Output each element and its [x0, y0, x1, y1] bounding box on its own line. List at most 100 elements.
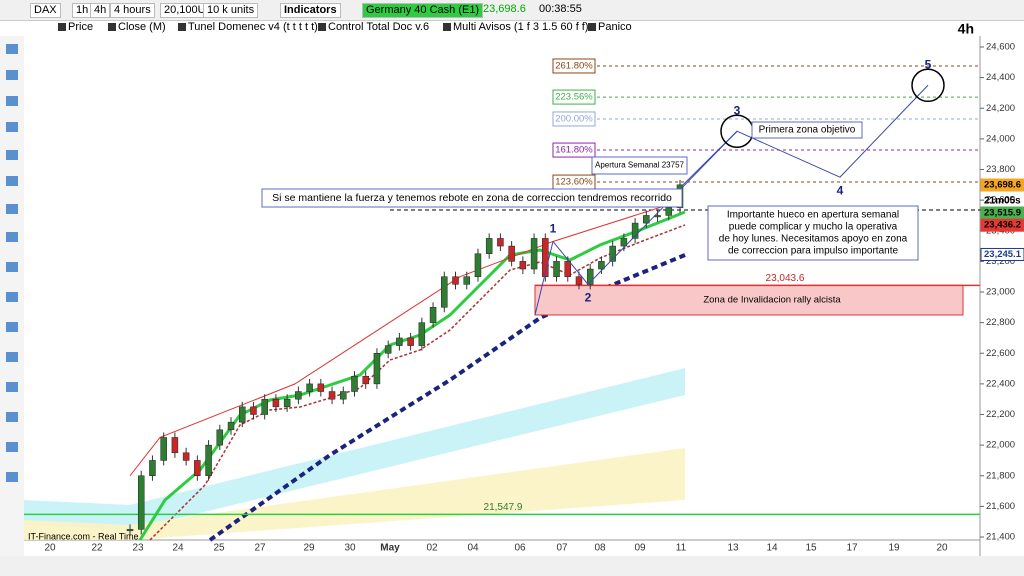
source: IT-Finance.com - Real Time — [28, 531, 139, 541]
candle — [384, 345, 392, 354]
fib-label: 200.00% — [555, 113, 593, 124]
warning-box — [707, 205, 919, 261]
support-label: 21,547.9 — [484, 502, 523, 513]
candle — [238, 406, 246, 423]
x-tick-label: 24 — [172, 543, 184, 554]
fib-label: 223.56% — [555, 92, 593, 103]
candle — [283, 398, 291, 408]
x-tick-label: 14 — [766, 543, 778, 554]
x-tick-label: 29 — [303, 543, 315, 554]
cloud-cyan — [24, 368, 685, 530]
wave-label: 2 — [585, 291, 592, 305]
legend-item[interactable]: Panico — [586, 21, 632, 33]
tool-column — [0, 36, 24, 556]
candle — [351, 375, 358, 392]
quantity[interactable]: 20,100U — [160, 3, 210, 18]
candle — [373, 353, 381, 385]
legend-bar: Price Close (M) Tunel Domenec v4 (t t t … — [26, 21, 976, 35]
candle — [497, 238, 504, 247]
candle — [396, 337, 403, 346]
legend-item[interactable]: Control Total Doc v.6 — [316, 21, 429, 33]
instrument[interactable]: Germany 40 Cash (E1) — [362, 3, 484, 18]
y-tick-label: 23,200 — [986, 256, 1015, 267]
x-tick-label: 30 — [344, 543, 356, 554]
fib-label: 161.80% — [555, 145, 593, 156]
swing-line — [129, 199, 684, 477]
target-note-box — [751, 121, 863, 139]
candle — [530, 238, 538, 270]
wave-link — [534, 241, 554, 316]
x-tick-label: 02 — [426, 543, 438, 554]
x-tick-label: 19 — [888, 543, 900, 554]
opening-note-box — [591, 156, 688, 175]
candle — [609, 245, 616, 262]
y-tick-label: 22,200 — [986, 409, 1015, 420]
units[interactable]: 10 k units — [203, 3, 259, 18]
candle — [553, 261, 560, 277]
x-tick-label: May — [380, 543, 400, 554]
x-tick-label: 11 — [676, 543, 687, 554]
candle — [149, 460, 156, 476]
legend-item[interactable]: Close (M) — [106, 21, 166, 33]
x-tick-label: 27 — [254, 543, 266, 554]
symbol[interactable]: DAX — [30, 3, 61, 18]
period[interactable]: 4 hours — [110, 3, 155, 18]
price-tag-label: 23,245.1 — [984, 249, 1022, 260]
warning-line: de hoy lunes. Necesitamos apoyo en zona — [719, 234, 908, 245]
trend-ma — [208, 253, 686, 542]
indicators[interactable]: Indicators — [280, 3, 341, 18]
y-tick-label: 23,000 — [986, 287, 1015, 298]
wave-circle — [911, 68, 945, 103]
x-tick-label: 22 — [91, 543, 103, 554]
price-tag — [980, 178, 1024, 192]
fib-box — [552, 58, 596, 74]
scenario-note-box — [261, 188, 683, 208]
candle — [586, 268, 594, 285]
candle — [620, 238, 628, 247]
candle — [429, 307, 437, 323]
candle — [564, 261, 572, 277]
candle — [317, 383, 325, 392]
candle — [362, 375, 369, 385]
candle — [340, 391, 347, 400]
x-tick-label: 09 — [634, 543, 646, 554]
fib-box — [552, 89, 596, 105]
candle — [171, 437, 179, 454]
candle — [676, 184, 684, 209]
candle — [250, 406, 257, 415]
y-tick-label: 23,400 — [986, 225, 1015, 236]
y-tick-label: 23,800 — [986, 164, 1015, 175]
x-tick-label: 23 — [132, 543, 144, 554]
wave-label: 4 — [837, 183, 844, 197]
countdown: 21m05s — [984, 196, 1021, 207]
y-tick-label: 24,600 — [986, 42, 1015, 53]
candle — [441, 276, 448, 308]
legend-item[interactable]: Multi Avisos (1 f 3 1.5 60 f f) — [441, 21, 589, 33]
zone-label: Zona de Invalidacion rally alcista — [703, 295, 841, 306]
clock: 00:38:55 — [539, 3, 582, 15]
candle — [137, 475, 145, 530]
wave-label: 5 — [925, 57, 932, 71]
candle — [328, 391, 336, 400]
candle — [643, 215, 650, 224]
y-tick-label: 22,800 — [986, 317, 1015, 328]
wave-circle — [720, 114, 754, 148]
x-tick-label: 06 — [514, 543, 526, 554]
candle — [182, 452, 190, 461]
price: 23,698.6 — [483, 3, 526, 15]
wave-label: 3 — [734, 103, 741, 117]
legend-item[interactable]: Price — [56, 21, 93, 33]
price-tag-label: 23,698.6 — [984, 180, 1021, 191]
y-tick-label: 21,600 — [986, 501, 1015, 512]
candle — [126, 529, 134, 532]
scenario-note: Si se mantiene la fuerza y tenemos rebot… — [272, 192, 672, 204]
price-tag — [980, 218, 1024, 232]
candle — [474, 253, 482, 277]
fib-box — [552, 111, 596, 127]
legend-item[interactable]: Tunel Domenec v4 (t t t t t) — [176, 21, 318, 33]
x-tick-label: 25 — [213, 543, 225, 554]
warning-line: puede complicar y mucho la operativa — [729, 222, 898, 233]
x-tick-label: 13 — [727, 543, 739, 554]
interval[interactable]: 4h — [90, 3, 111, 18]
fib-label: 123.60% — [555, 177, 593, 188]
